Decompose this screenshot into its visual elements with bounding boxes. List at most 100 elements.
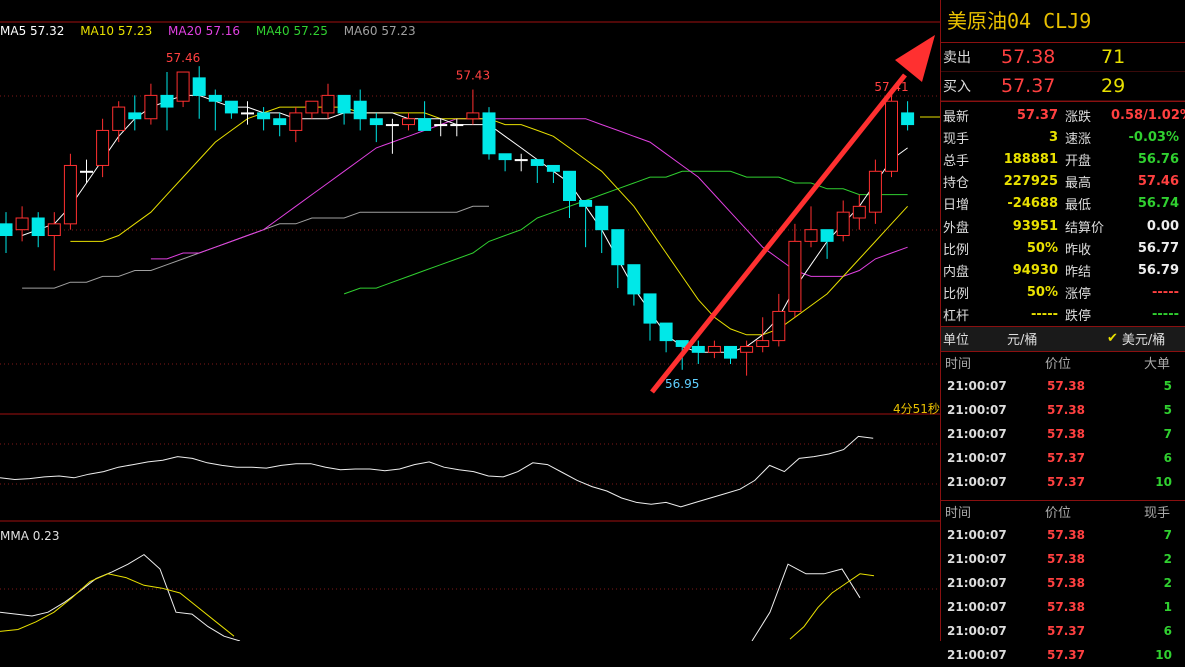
stat-row: 现手 3 速涨 -0.03% — [941, 126, 1185, 148]
stat-value: 57.46 — [1137, 174, 1179, 190]
col-volume: 现手 — [1143, 506, 1170, 522]
tick-volume: 10 — [1155, 474, 1172, 489]
candle-body — [885, 100, 898, 172]
candle-body — [595, 205, 609, 231]
tick-volume: 7 — [1163, 426, 1172, 441]
candle-body — [305, 100, 319, 114]
tick-price: 57.37 — [1047, 474, 1085, 489]
candle-body — [144, 94, 158, 120]
candle-body — [257, 112, 271, 120]
tick-volume: 5 — [1163, 402, 1172, 417]
candle-body — [563, 170, 576, 201]
price-annotation: 57.46 — [166, 51, 200, 65]
stat-value: ----- — [1152, 307, 1179, 323]
candle-body — [96, 129, 110, 166]
tick-volume: 6 — [1163, 623, 1172, 638]
candle-body — [0, 223, 13, 237]
candle-body — [852, 205, 866, 219]
tick-row: 21:00:07 57.37 10 — [941, 643, 1185, 667]
ma5-legend: MA5 57.32 — [0, 24, 65, 38]
big-order-list: 21:00:07 57.38 5 21:00:07 57.38 5 21:00:07 57.3… — [941, 374, 1185, 494]
candle-body — [208, 94, 222, 102]
check-icon: ✔ — [1107, 331, 1118, 347]
unit-option-yuan[interactable]: 元/桶 — [1007, 333, 1038, 349]
stat-label: 最新 — [943, 109, 970, 125]
stat-row: 外盘 93951 结算价 0.00 — [941, 215, 1185, 237]
big-order-header: 时间 价位 大单 — [941, 352, 1185, 374]
ask-volume: 71 — [1101, 46, 1126, 68]
col-time: 时间 — [945, 506, 972, 522]
bid-price: 57.37 — [1001, 75, 1056, 97]
indicator-line — [0, 435, 874, 508]
candle-body — [160, 94, 174, 108]
tick-volume: 2 — [1163, 575, 1172, 590]
bid-label: 买入 — [943, 79, 971, 95]
stat-label: 最高 — [1065, 176, 1092, 192]
stat-row: 杠杆 ----- 跌停 ----- — [941, 304, 1185, 326]
candle-body — [289, 112, 303, 131]
stat-value: -0.03% — [1128, 129, 1180, 145]
col-big: 大单 — [1143, 357, 1170, 373]
candle-body — [514, 159, 528, 162]
candle-body — [546, 164, 560, 172]
stat-label: 外盘 — [943, 220, 970, 236]
stat-value: 56.79 — [1137, 262, 1179, 278]
candle-body — [482, 112, 496, 155]
candle-body — [47, 223, 61, 237]
bid-volume: 29 — [1101, 75, 1126, 97]
candle-body — [402, 118, 415, 126]
candle-body — [643, 293, 657, 324]
ask-label: 卖出 — [943, 50, 971, 66]
stat-value: 227925 — [1003, 174, 1058, 190]
tick-price: 57.38 — [1047, 402, 1085, 417]
tick-row: 21:00:07 57.38 1 — [941, 595, 1185, 619]
quote-panel: 美原油04 CLJ9 卖出 57.38 71 买入 57.37 29 最新 57.… — [940, 0, 1185, 662]
price-annotation: 56.95 — [665, 377, 699, 391]
candle-body — [321, 94, 335, 114]
stat-label: 结算价 — [1065, 220, 1105, 236]
candle-body — [192, 77, 206, 96]
candle-body — [112, 106, 126, 131]
stat-row: 内盘 94930 昨结 56.79 — [941, 259, 1185, 281]
tick-time: 21:00:07 — [947, 551, 1007, 566]
stat-label: 最低 — [1065, 198, 1092, 214]
unit-option-usd[interactable]: 美元/桶 — [1121, 333, 1166, 349]
stat-value: 94930 — [1012, 262, 1058, 278]
tick-row: 21:00:07 57.38 2 — [941, 571, 1185, 595]
stat-value: 56.76 — [1137, 151, 1179, 167]
stat-row: 比例 50% 涨停 ----- — [941, 282, 1185, 304]
tick-price: 57.38 — [1047, 527, 1085, 542]
candle-body — [724, 345, 737, 359]
candle-body — [820, 229, 834, 242]
stats-grid: 最新 57.37 涨跌 0.58/1.02% 现手 3 速涨 -0.03% 总手 188881 开盘… — [941, 101, 1185, 326]
stat-row: 比例 50% 昨收 56.77 — [941, 237, 1185, 259]
stat-label: 昨收 — [1065, 242, 1092, 258]
candle-body — [434, 124, 448, 127]
tick-time: 21:00:07 — [947, 575, 1007, 590]
bar-countdown: 4分51秒 — [893, 402, 940, 416]
candle-body — [788, 240, 802, 312]
tick-price: 57.38 — [1047, 551, 1085, 566]
col-price: 价位 — [1045, 357, 1072, 373]
tick-row: 21:00:07 57.38 5 — [941, 374, 1185, 398]
stat-label: 比例 — [943, 242, 970, 258]
stat-label: 速涨 — [1065, 131, 1092, 147]
stat-label: 杠杆 — [943, 309, 970, 325]
tick-time: 21:00:07 — [947, 402, 1007, 417]
candle-body — [740, 345, 754, 353]
stat-label: 内盘 — [943, 264, 970, 280]
candle-body — [31, 217, 45, 237]
bid-row[interactable]: 买入 57.37 29 — [941, 72, 1185, 101]
stat-label: 比例 — [943, 287, 970, 303]
stat-row: 持仓 227925 最高 57.46 — [941, 171, 1185, 193]
unit-label: 单位 — [943, 333, 970, 349]
candle-body — [80, 170, 93, 173]
contract-title: 美原油04 CLJ9 — [941, 0, 1185, 43]
tick-time: 21:00:07 — [947, 623, 1007, 638]
stat-value: 93951 — [1012, 218, 1058, 234]
stat-label: 跌停 — [1065, 309, 1092, 325]
ask-row[interactable]: 卖出 57.38 71 — [941, 43, 1185, 72]
stat-value: 3 — [1048, 129, 1058, 145]
tick-price: 57.37 — [1047, 623, 1085, 638]
tick-time: 21:00:07 — [947, 378, 1007, 393]
